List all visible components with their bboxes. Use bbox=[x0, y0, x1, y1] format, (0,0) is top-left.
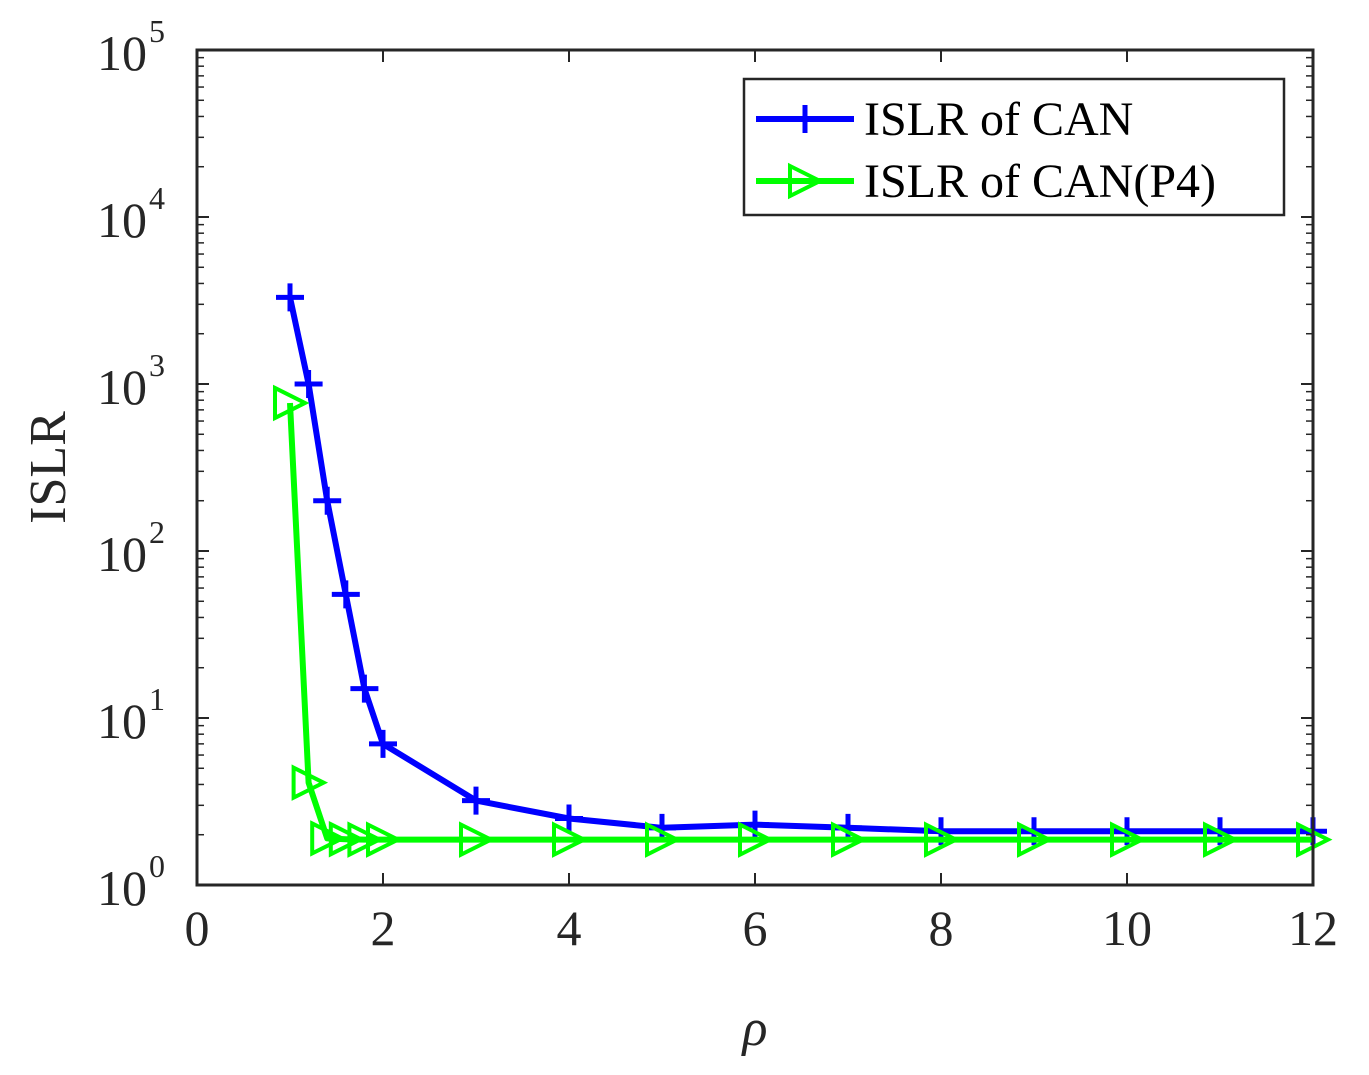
y-tick-label: 10 4 bbox=[97, 180, 165, 248]
y-tick-base: 10 bbox=[97, 526, 147, 582]
data-point bbox=[366, 821, 403, 858]
data-point bbox=[273, 384, 310, 422]
data-point bbox=[738, 821, 775, 858]
data-point bbox=[276, 283, 304, 312]
legend-swatch-marker bbox=[791, 105, 819, 133]
x-tick-label: 10 bbox=[1102, 900, 1152, 956]
legend-label: ISLR of CAN(P4) bbox=[864, 155, 1216, 208]
data-point bbox=[313, 486, 342, 515]
legend-items: ISLR of CAN ISLR of CAN(P4) bbox=[756, 93, 1216, 208]
x-tick-label: 0 bbox=[185, 900, 210, 956]
x-tick-label: 12 bbox=[1288, 900, 1338, 956]
series-1 bbox=[276, 283, 1327, 846]
y-tick-label: 10 2 bbox=[97, 514, 165, 582]
y-tick-base: 10 bbox=[97, 192, 147, 248]
data-point bbox=[347, 821, 384, 858]
y-tick-label: 10 1 bbox=[97, 681, 165, 749]
data-point bbox=[310, 820, 347, 857]
legend-label: ISLR of CAN bbox=[864, 93, 1133, 146]
y-tick-exponent: 5 bbox=[149, 13, 165, 49]
y-tick-base: 10 bbox=[97, 860, 147, 916]
y-tick-base: 10 bbox=[97, 25, 147, 81]
data-point bbox=[1017, 821, 1054, 858]
y-tick-label: 10 0 bbox=[97, 848, 165, 916]
legend-item-2: ISLR of CAN(P4) bbox=[756, 155, 1216, 208]
data-point bbox=[291, 764, 329, 801]
data-point bbox=[331, 580, 360, 609]
x-tick-label: 4 bbox=[557, 900, 582, 956]
data-point bbox=[459, 821, 496, 858]
series-layer bbox=[273, 283, 1333, 858]
y-tick-exponent: 0 bbox=[149, 848, 165, 884]
data-point bbox=[645, 821, 682, 858]
ticks-layer bbox=[196, 49, 1314, 886]
data-point bbox=[294, 370, 323, 398]
y-axis-label: ISLR bbox=[20, 411, 77, 524]
data-point bbox=[462, 786, 490, 815]
series-line-2 bbox=[287, 402, 1313, 843]
data-point bbox=[328, 820, 366, 858]
y-tick-exponent: 4 bbox=[149, 180, 165, 216]
series-2 bbox=[273, 384, 1333, 858]
data-point bbox=[831, 821, 868, 858]
data-point bbox=[1110, 821, 1147, 858]
legend-item-1: ISLR of CAN bbox=[756, 93, 1133, 146]
y-tick-label: 10 3 bbox=[97, 347, 165, 415]
x-tick-label: 2 bbox=[371, 900, 396, 956]
y-tick-label: 10 5 bbox=[97, 13, 165, 81]
data-point bbox=[1203, 821, 1240, 858]
legend: ISLR of CAN ISLR of CAN(P4) bbox=[742, 77, 1286, 217]
data-point bbox=[924, 821, 961, 858]
series-line-1 bbox=[287, 296, 1313, 835]
legend-box bbox=[742, 77, 1286, 217]
x-tick-labels: 0 2 4 6 8 10 12 bbox=[185, 900, 1339, 956]
data-point bbox=[555, 804, 583, 833]
data-point bbox=[369, 729, 397, 758]
y-tick-base: 10 bbox=[97, 359, 147, 415]
y-tick-exponent: 1 bbox=[149, 681, 165, 717]
data-point bbox=[350, 674, 379, 703]
x-tick-label: 6 bbox=[743, 900, 768, 956]
x-axis-label: ρ bbox=[741, 1000, 768, 1057]
legend-swatch-marker bbox=[788, 162, 825, 200]
y-tick-exponent: 2 bbox=[149, 514, 165, 550]
y-tick-exponent: 3 bbox=[149, 347, 165, 383]
x-tick-label: 8 bbox=[929, 900, 954, 956]
y-tick-base: 10 bbox=[97, 693, 147, 749]
data-point bbox=[552, 821, 589, 858]
